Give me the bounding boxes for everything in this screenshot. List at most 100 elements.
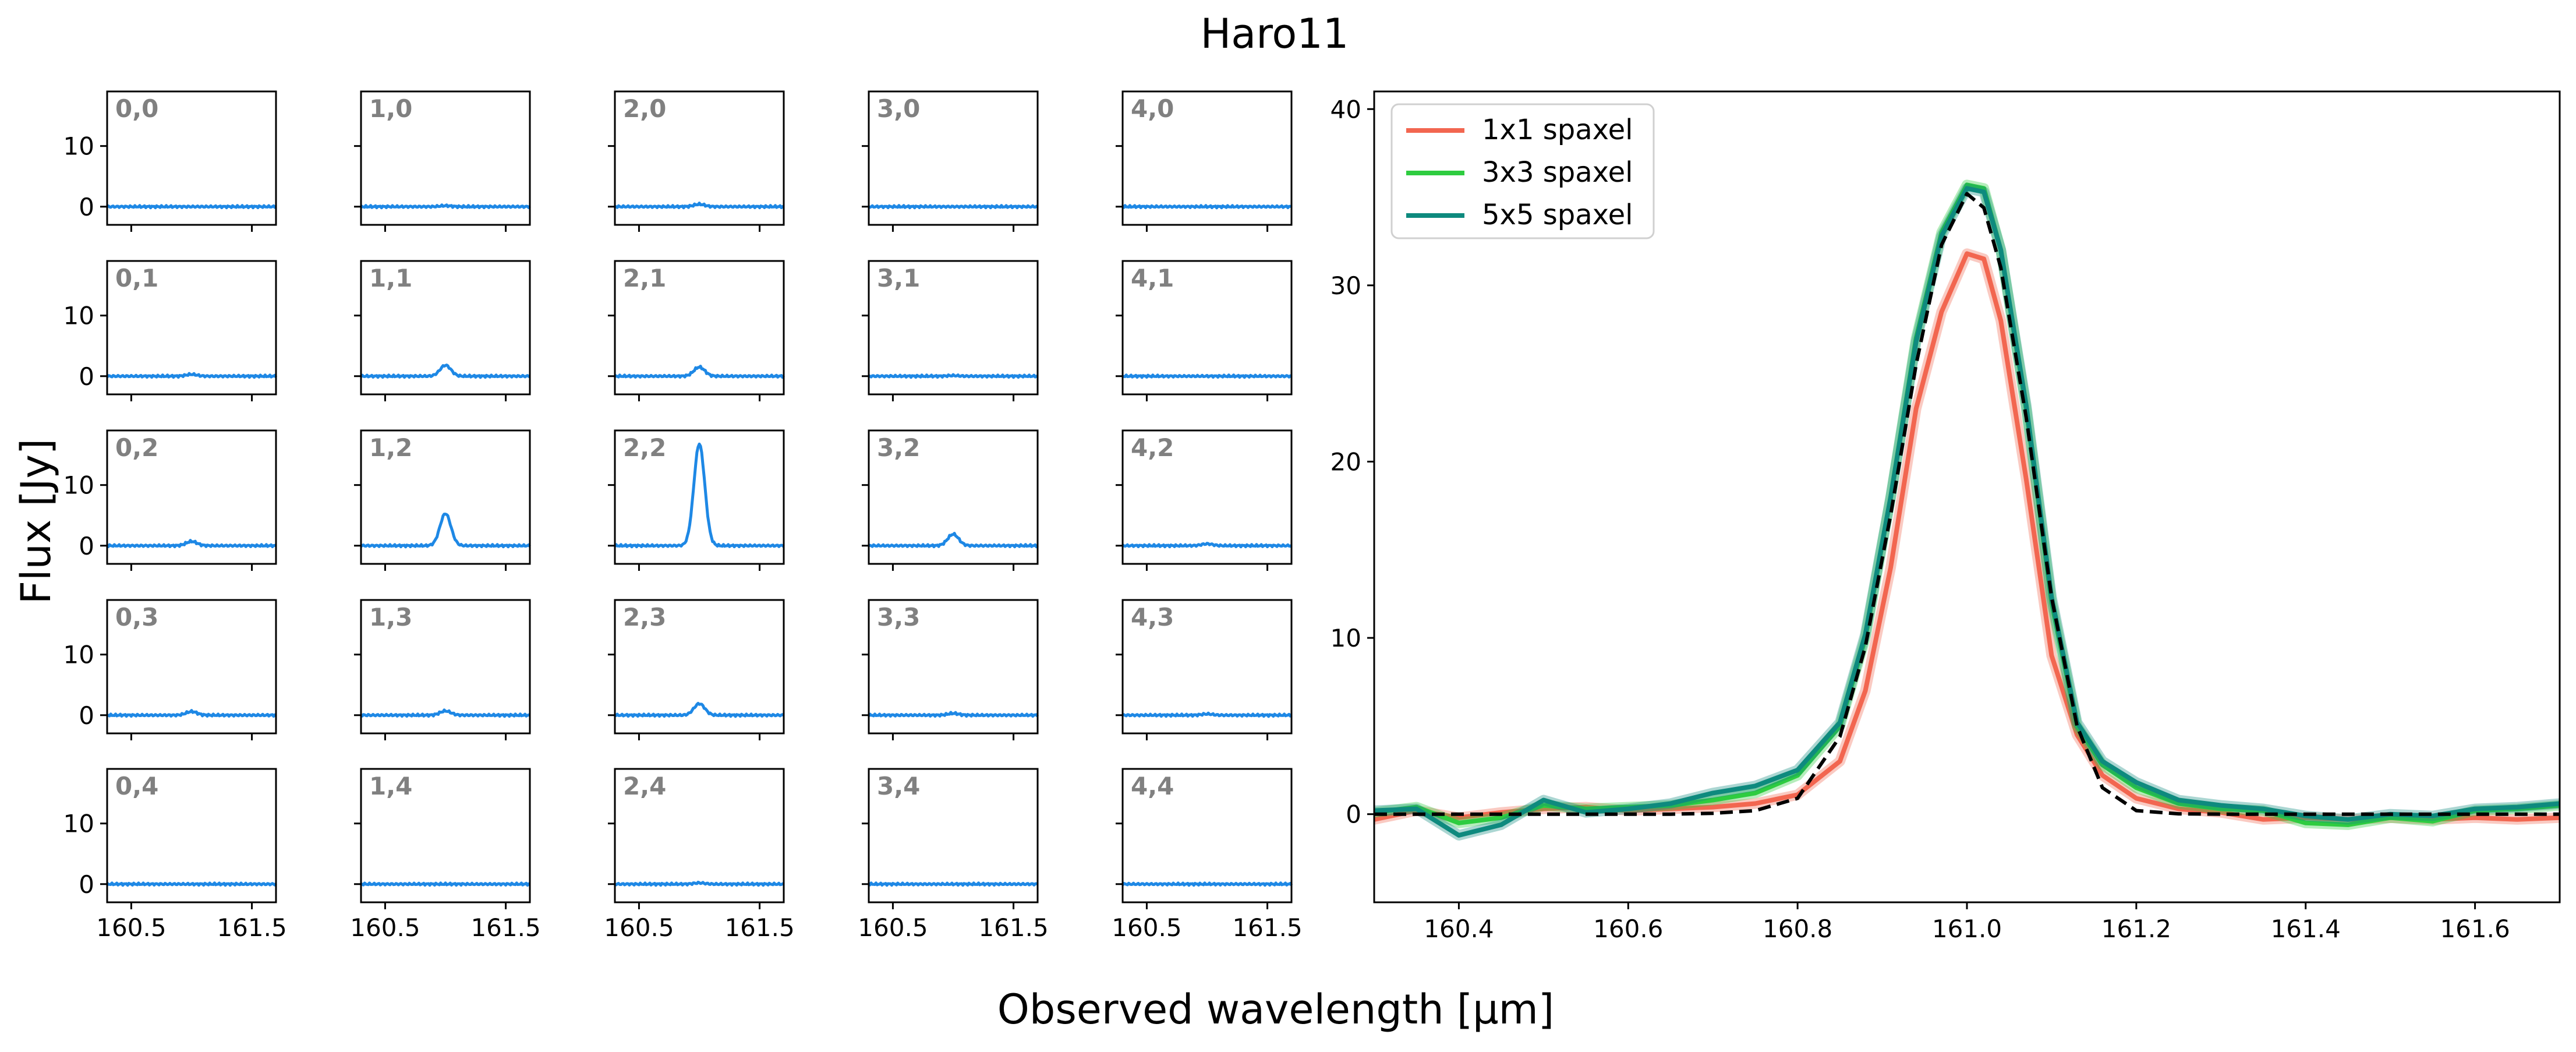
x-tick-label: 160.6 bbox=[1593, 915, 1663, 943]
x-tick-label: 161.5 bbox=[978, 913, 1048, 942]
spaxel-spectrum-line bbox=[614, 701, 785, 718]
spaxel-panel-0-0: 0 10 0,0 bbox=[63, 90, 277, 232]
spaxel-panel-label: 0,4 bbox=[115, 772, 158, 800]
spaxel-spectrum-line bbox=[106, 881, 277, 887]
spaxel-panel-label: 3,1 bbox=[877, 264, 920, 292]
spaxel-panel-frame bbox=[614, 599, 785, 735]
y-tick-label: 10 bbox=[1331, 624, 1361, 652]
spaxel-panel-0-2: 0 10 0,2 bbox=[63, 429, 277, 571]
spaxel-panel-1-4: 160.5 161.5 1,4 bbox=[350, 768, 541, 942]
x-tick-label: 160.8 bbox=[1763, 915, 1832, 943]
spaxel-panel-label: 0,1 bbox=[115, 264, 158, 292]
y-axis-label: Flux [Jy] bbox=[12, 439, 60, 604]
spaxel-panel-3-1: 3,1 bbox=[862, 260, 1039, 401]
y-tick-label: 0 bbox=[79, 362, 94, 391]
x-tick-label: 161.2 bbox=[2101, 915, 2171, 943]
spaxel-panel-1-3: 1,3 bbox=[354, 599, 531, 740]
spaxel-panel-frame bbox=[360, 260, 531, 396]
spaxel-panel-4-0: 4,0 bbox=[1116, 90, 1293, 232]
x-tick-label: 160.5 bbox=[858, 913, 928, 942]
series-band-3x3-spaxel bbox=[1374, 179, 2560, 830]
spaxel-spectrum-line bbox=[1122, 373, 1292, 379]
spaxel-panel-label: 2,2 bbox=[623, 433, 666, 462]
spaxel-spectrum-line bbox=[360, 363, 530, 379]
spaxel-panel-0-1: 0 10 0,1 bbox=[63, 260, 278, 401]
spaxel-spectrum-line bbox=[1121, 542, 1293, 549]
spaxel-panel-3-0: 3,0 bbox=[862, 90, 1039, 232]
spaxel-panel-2-0: 2,0 bbox=[608, 90, 785, 232]
x-tick-label: 160.4 bbox=[1424, 915, 1494, 943]
spaxel-panel-label: 0,2 bbox=[115, 433, 158, 462]
spaxel-panel-4-4: 160.5 161.5 4,4 bbox=[1112, 768, 1303, 942]
series-3x3-spaxel bbox=[1374, 182, 2560, 827]
spaxel-panel-1-0: 1,0 bbox=[354, 90, 531, 232]
legend-label: 3x3 spaxel bbox=[1482, 156, 1633, 189]
spaxel-panel-frame bbox=[106, 599, 277, 735]
spaxel-spectrum-line bbox=[613, 442, 785, 549]
spaxel-spectrum-line bbox=[1122, 711, 1293, 718]
x-tick-label: 160.5 bbox=[350, 913, 420, 942]
y-tick-label: 30 bbox=[1331, 271, 1361, 300]
spaxel-panel-label: 4,1 bbox=[1131, 264, 1174, 292]
plot-area bbox=[1374, 179, 2560, 841]
spaxel-panel-frame bbox=[868, 90, 1039, 226]
spaxel-panel-label: 3,2 bbox=[877, 433, 920, 462]
spaxel-panel-frame bbox=[1121, 768, 1293, 903]
spaxel-panel-label: 2,3 bbox=[623, 603, 666, 631]
spaxel-panel-frame bbox=[360, 599, 531, 735]
spaxel-panel-label: 4,2 bbox=[1131, 433, 1174, 462]
x-tick-label: 161.5 bbox=[470, 913, 540, 942]
spaxel-panel-2-1: 2,1 bbox=[608, 260, 785, 401]
x-tick-label: 161.5 bbox=[724, 913, 794, 942]
y-tick-label: 20 bbox=[1331, 447, 1361, 476]
spaxel-spectrum-line bbox=[106, 539, 277, 549]
spaxel-panel-frame bbox=[614, 768, 785, 903]
spaxel-spectrum-line bbox=[360, 513, 531, 549]
x-tick-label: 161.6 bbox=[2440, 915, 2510, 943]
spaxel-panel-frame bbox=[868, 260, 1039, 396]
spaxel-panel-frame bbox=[614, 90, 785, 226]
figure-title: Haro11 bbox=[1201, 10, 1349, 58]
x-tick-label: 161.0 bbox=[1932, 915, 2002, 943]
spaxel-panel-3-3: 3,3 bbox=[862, 599, 1039, 740]
spaxel-panel-3-4: 160.5 161.5 3,4 bbox=[858, 768, 1049, 942]
spaxel-panel-frame bbox=[360, 768, 531, 903]
series-5x5-spaxel bbox=[1374, 186, 2560, 838]
spaxel-panel-frame bbox=[106, 429, 277, 565]
y-tick-label: 10 bbox=[63, 471, 94, 500]
legend-label: 1x1 spaxel bbox=[1482, 114, 1633, 146]
series-gaussian-fit bbox=[1374, 192, 2560, 816]
spaxel-panel-0-3: 0 10 0,3 bbox=[63, 599, 277, 740]
spaxel-panel-frame bbox=[868, 429, 1039, 565]
spaxel-spectrum-line bbox=[107, 709, 277, 718]
x-tick-label: 161.5 bbox=[1232, 913, 1302, 942]
spaxel-spectrum-line bbox=[868, 881, 1038, 887]
spaxel-spectrum-line bbox=[868, 204, 1038, 210]
spaxel-spectrum-line bbox=[360, 881, 530, 887]
spaxel-panel-label: 2,0 bbox=[623, 94, 666, 123]
y-tick-label: 0 bbox=[79, 701, 94, 730]
x-tick-label: 160.5 bbox=[96, 913, 166, 942]
spaxel-panel-2-2: 2,2 bbox=[608, 429, 785, 571]
legend-box bbox=[1390, 103, 1655, 239]
spaxel-spectrum-line bbox=[360, 708, 531, 718]
y-tick-label: 10 bbox=[63, 132, 94, 161]
spaxel-spectrum-line bbox=[1121, 204, 1292, 210]
spaxel-spectrum-line bbox=[614, 365, 785, 379]
spaxel-spectrum-line bbox=[614, 202, 784, 210]
spaxel-panel-frame bbox=[106, 90, 277, 226]
y-tick-label: 0 bbox=[79, 193, 94, 221]
spaxel-spectrum-line bbox=[868, 532, 1039, 549]
spaxel-panel-label: 0,3 bbox=[115, 603, 158, 631]
spaxel-spectrum-line bbox=[106, 204, 277, 210]
spaxel-panel-label: 0,0 bbox=[115, 94, 158, 123]
spaxel-panel-label: 4,0 bbox=[1131, 94, 1174, 123]
spaxel-panel-label: 1,4 bbox=[369, 772, 412, 800]
spaxel-panel-label: 1,3 bbox=[369, 603, 412, 631]
spaxel-panel-1-1: 1,1 bbox=[354, 260, 531, 401]
spaxel-panel-label: 3,3 bbox=[877, 603, 920, 631]
y-tick-label: 10 bbox=[63, 302, 94, 330]
spaxel-panel-label: 3,4 bbox=[877, 772, 920, 800]
spaxel-panel-label: 2,4 bbox=[623, 772, 666, 800]
